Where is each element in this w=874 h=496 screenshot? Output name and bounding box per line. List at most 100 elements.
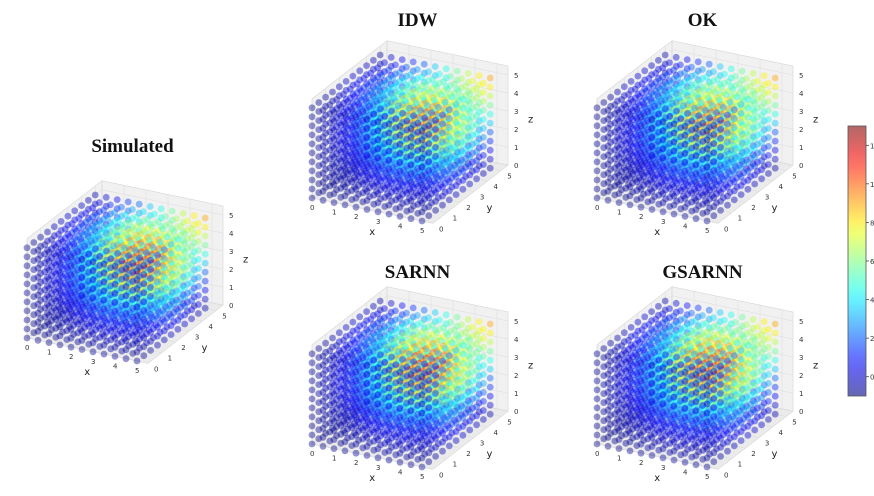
data-point: [152, 312, 160, 320]
data-point: [422, 144, 430, 152]
data-point: [145, 263, 153, 271]
data-point: [758, 148, 765, 156]
data-point: [85, 214, 92, 222]
data-point: [644, 198, 652, 206]
data-point: [418, 145, 425, 153]
data-point: [151, 255, 158, 263]
data-point: [629, 188, 636, 196]
data-point: [459, 131, 467, 139]
data-point: [634, 144, 642, 152]
data-point: [425, 86, 432, 94]
data-point: [429, 331, 436, 338]
data-point: [123, 294, 131, 302]
data-point: [670, 129, 677, 137]
data-point: [390, 94, 398, 102]
data-point: [349, 408, 357, 416]
data-point: [475, 162, 483, 170]
data-point: [342, 141, 350, 148]
data-point: [30, 239, 38, 246]
data-point: [425, 149, 433, 156]
data-point: [417, 107, 424, 114]
data-point: [736, 125, 743, 133]
gridline: [311, 286, 388, 445]
data-point: [173, 215, 180, 223]
data-point: [387, 90, 395, 97]
data-point: [671, 168, 679, 176]
data-point: [48, 263, 55, 270]
data-point: [140, 226, 147, 234]
data-point: [140, 271, 148, 278]
data-point: [135, 218, 143, 226]
data-point: [392, 133, 400, 141]
data-point: [385, 348, 392, 356]
data-point: [445, 106, 453, 114]
data-point: [642, 160, 650, 167]
data-point: [662, 105, 669, 113]
data-point: [677, 124, 684, 132]
data-point: [719, 176, 727, 183]
data-point: [702, 125, 709, 132]
data-point: [127, 329, 135, 337]
data-point: [155, 227, 163, 235]
data-point: [155, 299, 163, 307]
data-point: [703, 100, 710, 108]
data-point: [116, 237, 124, 244]
data-point: [392, 205, 400, 213]
data-point: [63, 300, 71, 307]
data-point: [464, 115, 472, 122]
data-point: [661, 69, 669, 77]
data-point: [695, 148, 702, 156]
data-point: [349, 162, 357, 170]
data-point: [195, 246, 202, 254]
data-point: [699, 128, 707, 136]
gridline: [311, 103, 509, 163]
data-point: [37, 306, 44, 313]
data-point: [395, 165, 402, 173]
data-point: [699, 129, 706, 136]
data-point: [744, 113, 752, 121]
data-point: [387, 144, 395, 151]
data-point: [434, 104, 442, 111]
data-point: [692, 143, 700, 150]
data-point: [400, 385, 408, 393]
data-point: [677, 205, 685, 213]
data-point: [760, 117, 768, 125]
data-point: [385, 321, 392, 329]
data-point: [737, 191, 745, 199]
data-point: [403, 117, 410, 125]
data-point: [636, 183, 643, 191]
data-point: [695, 166, 702, 174]
data-point: [710, 140, 717, 148]
data-point: [677, 133, 685, 141]
data-point: [411, 406, 419, 413]
data-point: [699, 138, 706, 145]
data-point: [375, 376, 383, 383]
data-point: [428, 154, 435, 162]
data-point: [174, 289, 182, 297]
data-point: [408, 100, 416, 108]
data-point: [111, 281, 118, 288]
data-point: [638, 107, 646, 115]
data-point: [704, 103, 712, 110]
data-point: [30, 320, 38, 328]
data-point: [362, 113, 369, 121]
data-point: [378, 144, 386, 151]
data-point: [127, 302, 135, 310]
data-point: [356, 340, 364, 348]
data-point: [642, 142, 650, 149]
data-point: [68, 274, 76, 282]
data-point: [466, 117, 474, 125]
data-point: [349, 372, 357, 380]
data-point: [656, 140, 664, 148]
data-point: [387, 308, 395, 316]
data-point: [112, 247, 120, 255]
data-point: [642, 105, 650, 113]
data-point: [412, 144, 420, 152]
data-point: [429, 394, 436, 401]
data-point: [758, 175, 765, 183]
data-point: [663, 135, 671, 142]
data-point: [115, 234, 123, 242]
data-point: [466, 345, 474, 353]
data-point: [93, 293, 101, 300]
data-point: [371, 167, 379, 175]
